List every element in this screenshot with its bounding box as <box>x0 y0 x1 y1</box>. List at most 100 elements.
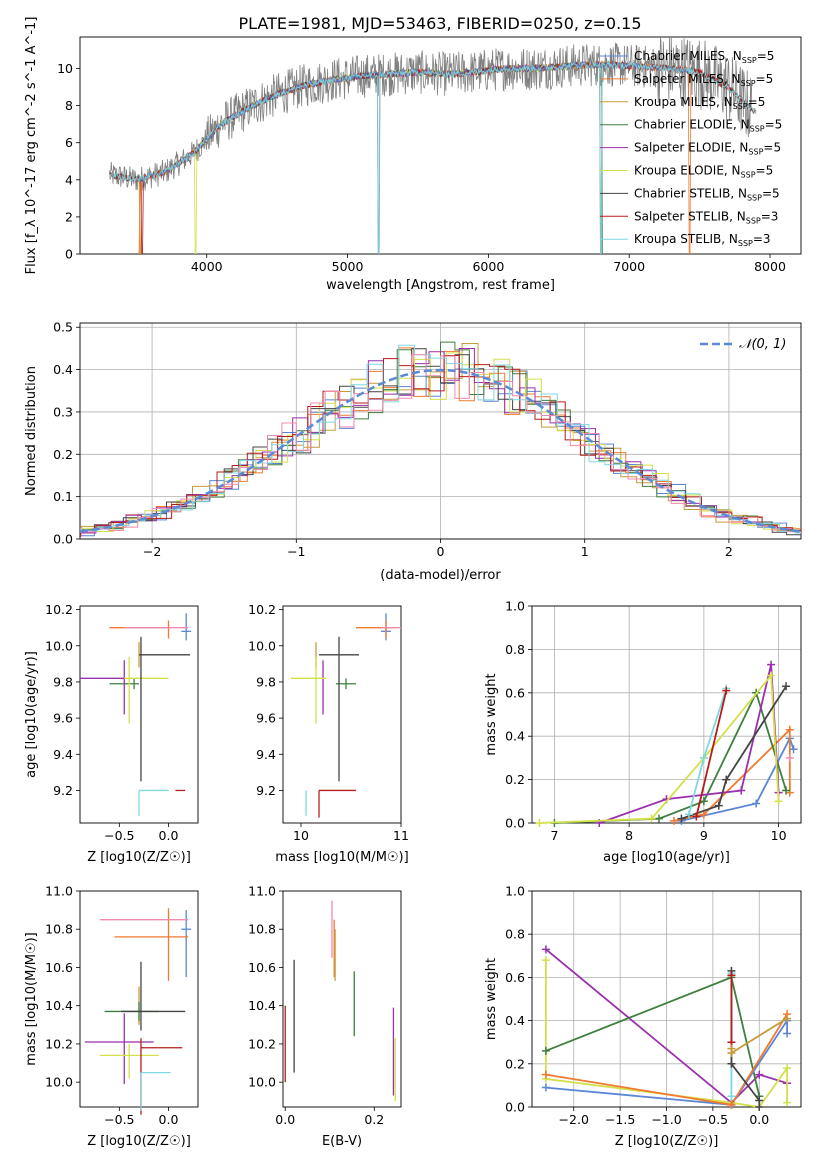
weight-marker <box>727 1049 736 1057</box>
legend-label: Chabrier MILES, NSSP=5 <box>634 49 774 65</box>
normal-curve <box>80 368 801 533</box>
y-tick-label: 0 <box>65 247 73 262</box>
spectrum-model-line <box>138 60 692 254</box>
x-tick-label: 1 <box>581 544 589 559</box>
weight-marker <box>727 971 736 980</box>
x-tick-label: −2 <box>143 544 161 559</box>
y-tick-label: 10.0 <box>45 638 73 653</box>
legend-value: =5 <box>756 164 774 178</box>
age_vs_Z-points <box>80 613 192 816</box>
y-tick-label: 10.6 <box>248 960 276 975</box>
weight-marker <box>789 745 798 754</box>
weight-marker <box>541 1046 550 1055</box>
legend-value: =5 <box>765 118 783 132</box>
x-tick-label: −0.5 <box>698 1112 728 1127</box>
spectrum-model-line <box>192 60 603 254</box>
legend-value: =3 <box>753 232 771 246</box>
y-tick-label: 9.8 <box>256 674 276 689</box>
weight_vs_age-frame <box>531 605 802 824</box>
weight_vs_Z-lines <box>541 945 792 1111</box>
weight-marker <box>785 725 794 734</box>
y-tick-label: 0.0 <box>505 816 525 831</box>
age_vs_Z-frame <box>79 605 199 824</box>
residual-hist-line <box>80 343 801 532</box>
mass_vs_Z-axes: −0.5 0.0 10.0 10.2 10.4 10.6 10.8 11.0 Z [log10(… <box>24 884 199 1149</box>
legend-subscript: SSP <box>747 193 762 202</box>
legend-value: =5 <box>757 49 775 63</box>
weight-marker <box>692 812 701 821</box>
weight-marker <box>782 682 791 691</box>
weight-marker <box>752 799 761 808</box>
weight-line <box>681 685 787 820</box>
weight-line <box>545 960 788 1108</box>
weight-marker <box>699 797 708 806</box>
x-tick-label: 0.0 <box>159 1112 179 1127</box>
weight-marker <box>541 945 550 954</box>
legend-label: Kroupa ELODIE, NSSP=5 <box>634 164 773 180</box>
x-tick-label: 8 <box>625 828 633 843</box>
weight-marker <box>767 671 776 680</box>
legend-label: Chabrier STELIB, NSSP=5 <box>634 186 780 202</box>
y-tick-label: 9.6 <box>256 711 276 726</box>
mass_vs_EBV-axes: 0.0 0.2 10.0 10.2 10.4 10.6 10.8 11.0 E(B-V) <box>248 884 402 1149</box>
y-tick-label: 0.2 <box>53 447 73 462</box>
x-tick-label: 10 <box>293 828 309 843</box>
y-tick-label: 10.6 <box>45 960 73 975</box>
y-tick-label: 10.4 <box>45 998 73 1013</box>
age_vs_Z-y-label: age [log10(age/yr)] <box>24 651 39 778</box>
x-tick-label: 0 <box>437 544 445 559</box>
age_vs_Z-axes: −0.5 0.0 9.2 9.4 9.6 9.8 10.0 10.2 Z [log10(Z/Z☉… <box>24 602 199 865</box>
x-tick-label: 4000 <box>191 259 223 274</box>
legend-value: =5 <box>763 141 781 155</box>
x-tick-label: −0.5 <box>104 828 134 843</box>
mass_vs_Z-frame <box>79 890 199 1108</box>
weight-marker <box>783 1098 792 1107</box>
residual-hists <box>80 341 801 537</box>
weight-marker <box>755 1070 764 1079</box>
weight_vs_Z-axes: −2.0 −1.5 −1.0 −0.5 0.0 0.0 0.2 0.4 0.6 0.8 1.0 Z [… <box>484 884 802 1149</box>
legend-label: Salpeter STELIB, NSSP=3 <box>634 209 778 225</box>
legend-label: Chabrier ELODIE, NSSP=5 <box>634 118 782 134</box>
weight_vs_age-x-label: age [log10(age/yr)] <box>603 850 730 865</box>
spectrum-model-line <box>138 60 692 254</box>
x-tick-label: 5000 <box>332 259 364 274</box>
y-tick-label: 10.2 <box>248 602 276 617</box>
y-tick-label: 0.4 <box>53 362 73 377</box>
y-tick-label: 10.2 <box>45 602 73 617</box>
figure-title: PLATE=1981, MJD=53463, FIBERID=0250, z=0… <box>238 14 641 33</box>
y-tick-label: 0.0 <box>53 532 73 547</box>
y-tick-label: 1.0 <box>505 599 525 614</box>
residual-hist-line <box>80 355 801 537</box>
legend-value: =5 <box>748 95 766 109</box>
x-tick-label: 9 <box>700 828 708 843</box>
y-tick-label: 10.0 <box>248 638 276 653</box>
legend-label: Kroupa STELIB, NSSP=3 <box>634 232 771 248</box>
y-tick-label: 10 <box>57 61 73 76</box>
weight-marker <box>774 797 783 806</box>
y-tick-label: 1.0 <box>505 884 525 899</box>
normal-legend-label: 𝒩(0, 1) <box>739 337 786 352</box>
spectrum-y-label: Flux [f_λ 10^-17 erg cm^-2 s^-1 A^-1] <box>24 17 39 275</box>
y-tick-label: 0.6 <box>505 970 525 985</box>
y-tick-label: 9.2 <box>256 783 276 798</box>
y-tick-label: 0.3 <box>53 404 73 419</box>
legend-subscript: SSP <box>738 239 753 248</box>
x-tick-label: −2.0 <box>559 1112 589 1127</box>
weight_vs_Z-y-label: mass weight <box>484 958 499 1040</box>
weight-marker <box>535 819 544 827</box>
x-tick-label: 6000 <box>472 259 504 274</box>
weight-marker <box>684 810 693 819</box>
y-tick-label: 10.0 <box>248 1075 276 1090</box>
weight-marker <box>727 1059 736 1068</box>
weight-marker <box>669 816 678 825</box>
y-tick-label: 0.8 <box>505 642 525 657</box>
weight-marker <box>722 775 731 784</box>
y-tick-label: 4 <box>65 172 73 187</box>
weight_vs_Z-x-label: Z [log10(Z/Z☉)] <box>615 1134 719 1149</box>
weight-marker <box>782 786 791 795</box>
y-tick-label: 11.0 <box>45 884 73 899</box>
weight_vs_age-y-label: mass weight <box>484 673 499 755</box>
spectrum-model-line <box>109 60 757 254</box>
